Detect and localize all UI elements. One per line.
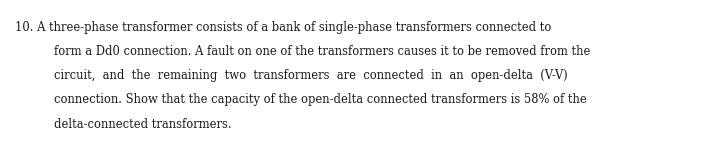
Text: 10. A three-phase transformer consists of a bank of single-phase transformers co: 10. A three-phase transformer consists o… [15,21,552,34]
Text: delta-connected transformers.: delta-connected transformers. [54,118,232,131]
Text: circuit,  and  the  remaining  two  transformers  are  connected  in  an  open-d: circuit, and the remaining two transform… [54,69,568,82]
Text: form a Dd0 connection. A fault on one of the transformers causes it to be remove: form a Dd0 connection. A fault on one of… [54,45,590,58]
Text: connection. Show that the capacity of the open-delta connected transformers is 5: connection. Show that the capacity of th… [54,93,587,106]
